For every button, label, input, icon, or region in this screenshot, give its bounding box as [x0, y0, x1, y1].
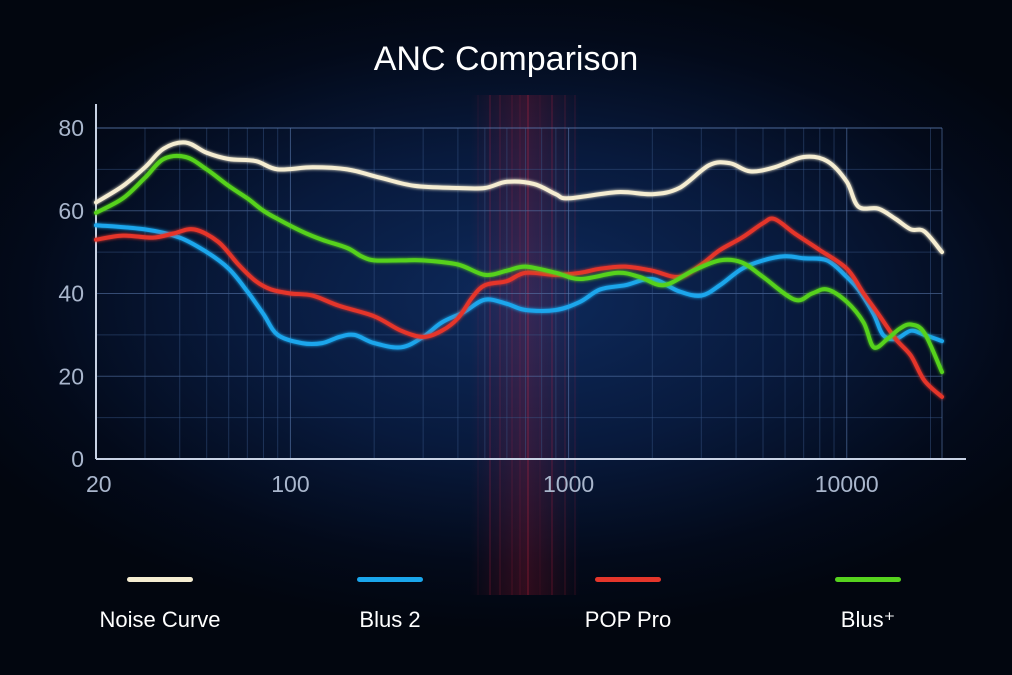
y-tick-label: 80 [58, 115, 84, 141]
x-tick-label: 1000 [543, 471, 594, 497]
x-tick-label: 100 [271, 471, 309, 497]
y-tick-label: 40 [58, 281, 84, 307]
y-tick-label: 0 [71, 446, 84, 472]
legend-item-blus-plus: Blus⁺ [768, 570, 968, 633]
legend-item-noise-curve: Noise Curve [60, 570, 260, 633]
chart-legend: Noise Curve Blus 2 POP Pro Blus⁺ [0, 570, 1012, 640]
series-line-blus-2 [94, 223, 944, 350]
legend-item-pop-pro: POP Pro [528, 570, 728, 633]
red-light-streaks [470, 95, 580, 595]
legend-label: POP Pro [584, 607, 672, 632]
chart-title: ANC Comparison [373, 40, 639, 78]
legend-swatch [835, 577, 901, 582]
legend-label: Blus⁺ [840, 607, 896, 632]
x-tick-label: 10000 [815, 471, 879, 497]
x-tick-label: 20 [86, 471, 112, 497]
legend-item-blus-2: Blus 2 [290, 570, 490, 633]
series-line-noise-curve [94, 140, 944, 255]
y-tick-label: 60 [58, 198, 84, 224]
legend-label: Blus 2 [359, 607, 421, 632]
legend-swatch [127, 577, 193, 582]
legend-swatch [595, 577, 661, 582]
series-line-pop-pro [94, 216, 944, 399]
legend-label: Noise Curve [99, 607, 221, 632]
series-line-blus-plus [94, 153, 944, 375]
chart-series [94, 140, 944, 399]
y-tick-label: 20 [58, 363, 84, 389]
legend-swatch [357, 577, 423, 582]
red-glow-band [470, 95, 580, 595]
